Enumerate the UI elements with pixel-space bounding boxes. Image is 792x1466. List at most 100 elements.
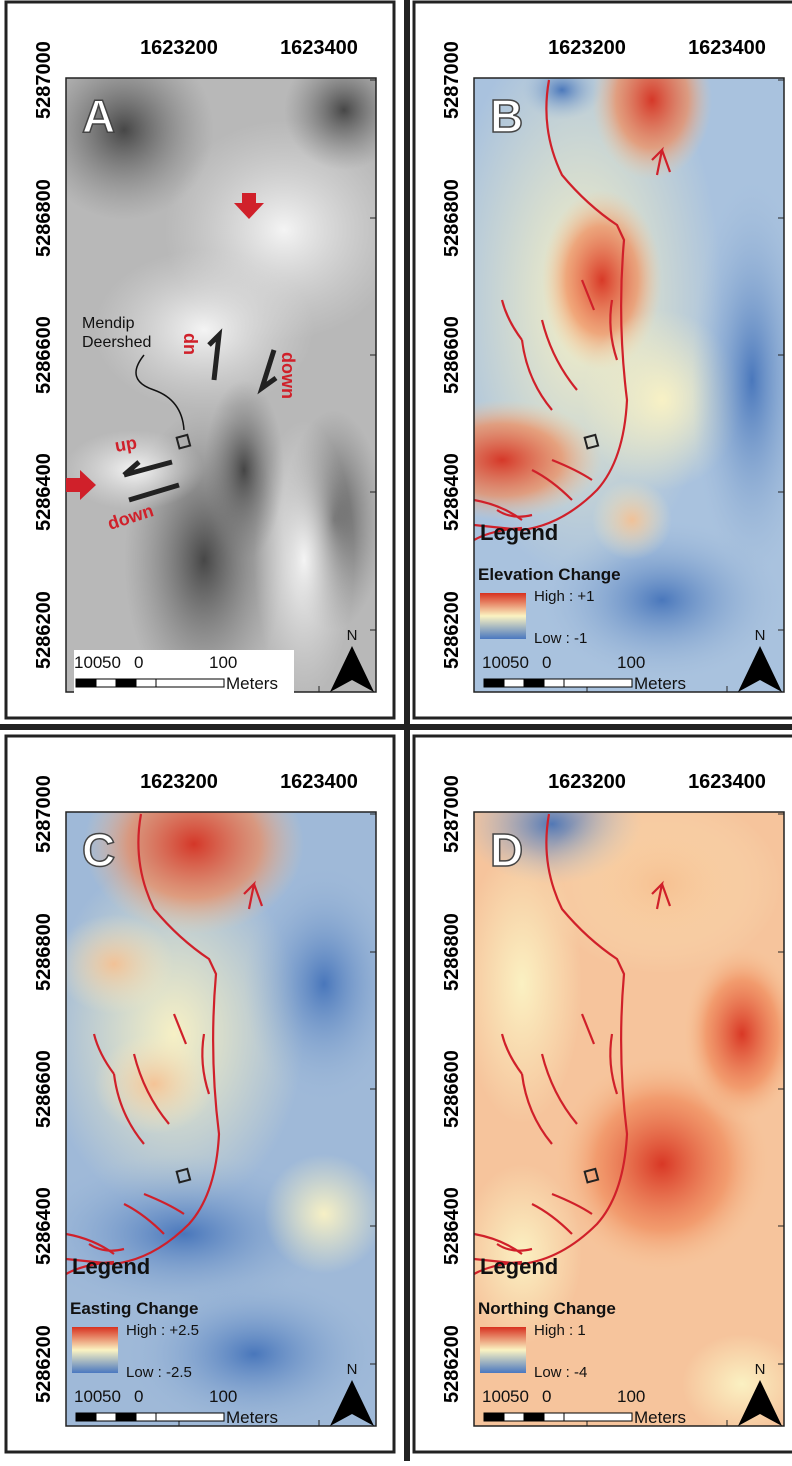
fault-line: [500, 1033, 523, 1075]
scale-segment: [563, 1412, 633, 1422]
fault-line: [580, 279, 596, 311]
x-tick-label: 1623400: [688, 771, 766, 793]
north-arrow: [330, 1380, 374, 1426]
site-marker: [583, 433, 600, 450]
y-tick-label: 5286800: [33, 179, 55, 257]
y-tick-label: 5286800: [441, 913, 463, 991]
north-label: N: [347, 1361, 358, 1378]
scale-label: 100: [209, 1387, 237, 1406]
scale-label: 100: [482, 1387, 510, 1406]
y-tick-label: 5287000: [33, 775, 55, 853]
scale-unit: Meters: [226, 1408, 278, 1427]
map-shade: [474, 400, 602, 520]
y-tick-label: 5286600: [441, 316, 463, 394]
scale-label: 50: [102, 1387, 121, 1406]
x-tick-label: 1623400: [280, 771, 358, 793]
slip-arrow: [257, 349, 278, 395]
scale-label: 0: [134, 1387, 143, 1406]
fault-line: [474, 79, 629, 532]
scale-segment: [135, 1412, 157, 1422]
annotation-line: Deershed: [82, 334, 151, 351]
fault-line: [520, 1073, 553, 1145]
fault-line: [132, 1053, 170, 1125]
scale-segment: [503, 1412, 525, 1422]
fault-line: [609, 299, 619, 361]
map-shade: [94, 250, 314, 410]
fault-line: [88, 1243, 125, 1252]
legend-low: Low : -2.5: [126, 1364, 192, 1381]
annotation: up: [178, 333, 198, 355]
map-shade: [592, 480, 672, 560]
map-panel: C 1623200 1623400 5287000 5286800 5286600 5286…: [4, 734, 396, 1454]
scale-segment: [503, 678, 525, 688]
scale-segment: [563, 678, 633, 688]
legend-low: Low : -1: [534, 630, 587, 647]
map-shade: [682, 944, 784, 1124]
annotation-line: Mendip: [82, 315, 135, 332]
scale-label: 0: [134, 653, 143, 672]
fault-line: [201, 1033, 211, 1095]
map-frame: [473, 77, 785, 693]
y-tick-label: 5286200: [441, 1325, 463, 1403]
legend-ramp: [480, 593, 526, 639]
y-tick-label: 5287000: [441, 41, 463, 119]
map-raster: [66, 78, 376, 692]
map-panel: A 1623200 1623400 5287000 5286800 5286600 5286…: [4, 0, 396, 720]
fault-line: [66, 813, 221, 1266]
fault-line: [112, 1073, 145, 1145]
annotation: Mendip Deershed: [82, 315, 151, 351]
panel-frame: [4, 734, 396, 1454]
annotation: up: [113, 432, 138, 456]
y-tick-label: 5286800: [441, 179, 463, 257]
map-shade: [204, 380, 284, 560]
fault-line: [143, 1192, 185, 1215]
panel-letter: A: [82, 90, 115, 142]
map-frame: [473, 811, 785, 1427]
map-shade: [66, 914, 174, 1014]
scale-segment: [523, 1412, 545, 1422]
scale-unit: Meters: [634, 674, 686, 693]
legend-variable: Northing Change: [478, 1299, 616, 1318]
legend-ramp: [480, 1327, 526, 1373]
scale-segment: [483, 678, 505, 688]
y-tick-label: 5286200: [33, 1325, 55, 1403]
x-tick-label: 1623200: [140, 37, 218, 59]
scale-label: 100: [617, 1387, 645, 1406]
north-arrow: [738, 646, 782, 692]
north-arrow: [330, 646, 374, 692]
x-tick-label: 1623200: [548, 37, 626, 59]
panel-letter: B: [490, 90, 523, 142]
legend-high: High : 1: [534, 1322, 586, 1339]
panel-letter: C: [82, 824, 115, 876]
x-tick-label: 1623200: [548, 771, 626, 793]
scale-label: 50: [510, 653, 529, 672]
y-tick-label: 5286400: [33, 1187, 55, 1265]
y-tick-label: 5287000: [33, 41, 55, 119]
site-marker: [175, 433, 192, 450]
scale-segment: [115, 1412, 137, 1422]
legend-high: High : +2.5: [126, 1322, 199, 1339]
fault-line: [474, 526, 523, 541]
site-marker: [175, 1167, 192, 1184]
scale-unit: Meters: [226, 674, 278, 693]
panel-frame: [412, 734, 792, 1454]
fault-line: [551, 458, 593, 481]
scale-background: [74, 650, 294, 696]
y-tick-label: 5286600: [441, 1050, 463, 1128]
map-shade: [244, 864, 376, 1104]
scale-segment: [543, 1412, 565, 1422]
panel-frame: [4, 0, 396, 720]
map-raster: [474, 812, 784, 1426]
fault-line: [172, 1013, 188, 1045]
legend-title: Legend: [480, 1254, 558, 1279]
fault-line: [496, 1243, 533, 1252]
scale-segment: [115, 678, 137, 688]
fault-line: [474, 813, 629, 1266]
north-label: N: [347, 627, 358, 644]
scale-segment: [95, 1412, 117, 1422]
fault-line: [551, 1192, 593, 1215]
fault-line: [531, 1203, 573, 1235]
y-tick-label: 5286400: [441, 1187, 463, 1265]
fault-line: [531, 469, 573, 501]
